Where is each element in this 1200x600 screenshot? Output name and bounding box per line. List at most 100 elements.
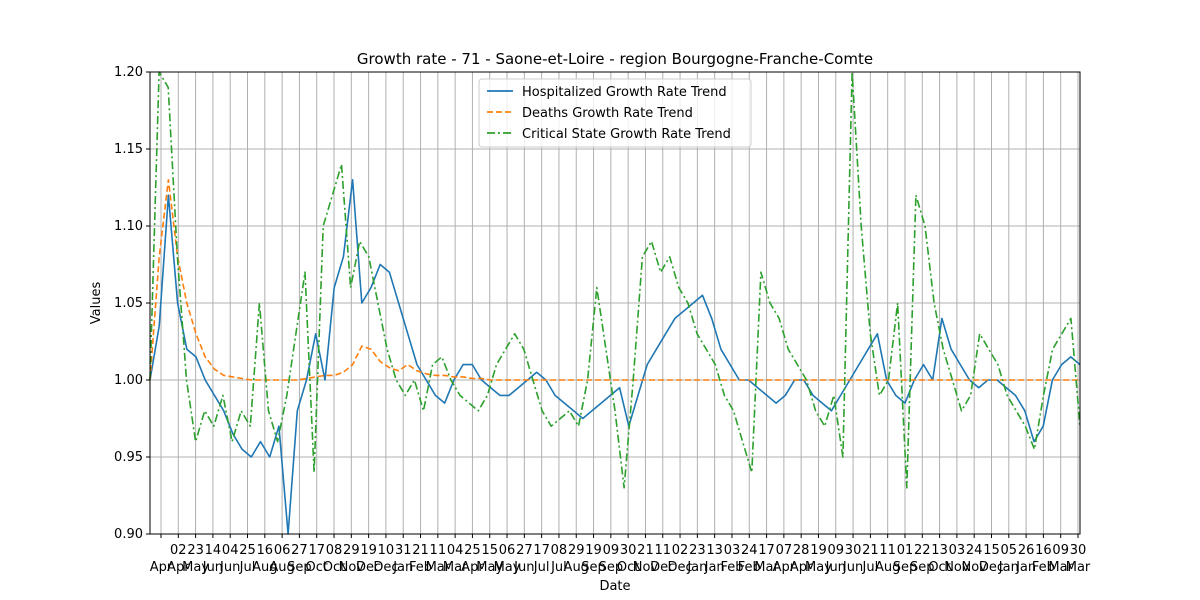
legend-label: Hospitalized Growth Rate Trend bbox=[522, 85, 727, 100]
x-tick-month: Aug bbox=[252, 560, 277, 575]
x-tick-day: 09 bbox=[603, 543, 620, 558]
y-tick-label: 0.90 bbox=[114, 527, 143, 542]
x-tick-day: 30 bbox=[845, 543, 862, 558]
x-tick-day: 01 bbox=[897, 543, 914, 558]
x-tick-day: 25 bbox=[464, 543, 481, 558]
x-tick-month: Sep bbox=[893, 560, 918, 575]
x-tick-day: 04 bbox=[447, 543, 464, 558]
x-tick-day: 23 bbox=[187, 543, 204, 558]
x-axis-label: Date bbox=[599, 579, 630, 594]
x-tick-month: Apr bbox=[773, 560, 796, 575]
x-tick-day: 09 bbox=[1052, 543, 1069, 558]
x-tick-month: Jul bbox=[550, 560, 567, 575]
x-tick-day: 08 bbox=[326, 543, 343, 558]
x-tick-day: 16 bbox=[1035, 543, 1052, 558]
x-tick-month: Feb bbox=[720, 560, 743, 575]
y-tick-label: 1.05 bbox=[114, 296, 143, 311]
series-lines bbox=[149, 71, 1081, 535]
y-axis-label: Values bbox=[89, 282, 104, 325]
x-tick-day: 28 bbox=[793, 543, 810, 558]
x-tick-day: 11 bbox=[654, 543, 671, 558]
x-tick-month: Nov bbox=[339, 560, 365, 575]
x-tick-month: Jun bbox=[202, 560, 223, 575]
x-tick-month: Jul bbox=[239, 560, 256, 575]
y-tick-label: 1.00 bbox=[114, 373, 143, 388]
x-tick-month: Mar bbox=[1048, 560, 1073, 575]
x-tick-month: Jan bbox=[704, 560, 725, 575]
x-tick-day: 04 bbox=[222, 543, 239, 558]
x-tick-month: Sep bbox=[910, 560, 935, 575]
legend-box bbox=[478, 78, 752, 148]
x-tick-month: Dec bbox=[650, 560, 675, 575]
x-tick-month: Sep bbox=[581, 560, 606, 575]
x-tick-month: Mar bbox=[1066, 560, 1091, 575]
x-tick-month: May bbox=[494, 560, 521, 575]
x-tick-day: 24 bbox=[741, 543, 758, 558]
x-tick-month: Mar bbox=[754, 560, 779, 575]
x-tick-day: 17 bbox=[533, 543, 550, 558]
y-tick-label: 0.95 bbox=[114, 450, 143, 465]
legend-label: Deaths Growth Rate Trend bbox=[522, 106, 693, 121]
x-tick-day: 29 bbox=[568, 543, 585, 558]
x-tick-day: 14 bbox=[205, 543, 222, 558]
x-tick-month: Dec bbox=[979, 560, 1004, 575]
x-tick-day: 30 bbox=[1070, 543, 1087, 558]
x-tick-month: Jan bbox=[686, 560, 707, 575]
x-tick-day: 21 bbox=[412, 543, 429, 558]
x-tick-day: 02 bbox=[170, 543, 187, 558]
x-tick-month: Mar bbox=[426, 560, 451, 575]
x-tick-month: Nov bbox=[633, 560, 659, 575]
x-tick-day: 19 bbox=[360, 543, 377, 558]
x-tick-month: Oct bbox=[323, 560, 345, 575]
series-line-1 bbox=[149, 179, 1080, 381]
x-tick-day: 03 bbox=[724, 543, 741, 558]
x-tick-day: 13 bbox=[706, 543, 723, 558]
x-tick-month: May bbox=[805, 560, 832, 575]
x-tick-day: 11 bbox=[879, 543, 896, 558]
x-tick-month: Sep bbox=[599, 560, 624, 575]
x-tick-day: 31 bbox=[395, 543, 412, 558]
x-tick-month: Apr bbox=[461, 560, 484, 575]
x-tick-day: 17 bbox=[758, 543, 775, 558]
x-tick-day: 21 bbox=[637, 543, 654, 558]
y-tick-label: 1.10 bbox=[114, 219, 143, 234]
x-tick-month: Dec bbox=[373, 560, 398, 575]
x-tick-month: Dec bbox=[667, 560, 692, 575]
x-tick-month: Sep bbox=[287, 560, 312, 575]
x-tick-month: Aug bbox=[564, 560, 589, 575]
x-tick-day: 03 bbox=[949, 543, 966, 558]
x-tick-day: 17 bbox=[308, 543, 325, 558]
x-tick-day: 13 bbox=[931, 543, 948, 558]
x-tick-day: 09 bbox=[828, 543, 845, 558]
x-tick-month: Apr bbox=[150, 560, 173, 575]
x-tick-month: Apr bbox=[167, 560, 190, 575]
x-tick-month: Aug bbox=[875, 560, 900, 575]
y-tick-label: 1.20 bbox=[114, 65, 143, 80]
x-tick-day: 10 bbox=[378, 543, 395, 558]
y-axis: 0.90 0.95 1.00 1.05 1.10 1.15 1.20 bbox=[114, 65, 150, 542]
x-tick-day: 24 bbox=[966, 543, 983, 558]
x-tick-month: Feb bbox=[409, 560, 432, 575]
x-tick-day: 07 bbox=[776, 543, 793, 558]
x-tick-day: 29 bbox=[343, 543, 360, 558]
x-tick-month: Oct bbox=[305, 560, 327, 575]
legend-label: Critical State Growth Rate Trend bbox=[522, 127, 731, 142]
x-tick-month: Jun bbox=[219, 560, 240, 575]
x-tick-day: 16 bbox=[257, 543, 274, 558]
x-tick-day: 06 bbox=[499, 543, 516, 558]
x-tick-month: Aug bbox=[269, 560, 294, 575]
x-tick-day: 11 bbox=[430, 543, 447, 558]
x-tick-day: 26 bbox=[1018, 543, 1035, 558]
x-tick-day: 30 bbox=[620, 543, 637, 558]
y-tick-label: 1.15 bbox=[114, 142, 143, 157]
x-tick-month: Nov bbox=[962, 560, 988, 575]
x-tick-month: Jun bbox=[513, 560, 534, 575]
x-tick-day: 05 bbox=[1001, 543, 1018, 558]
x-tick-month: Feb bbox=[1032, 560, 1055, 575]
x-tick-month: Oct bbox=[928, 560, 950, 575]
x-tick-day: 27 bbox=[516, 543, 533, 558]
x-tick-month: May bbox=[476, 560, 503, 575]
x-tick-day: 08 bbox=[551, 543, 568, 558]
x-tick-month: Mar bbox=[443, 560, 468, 575]
